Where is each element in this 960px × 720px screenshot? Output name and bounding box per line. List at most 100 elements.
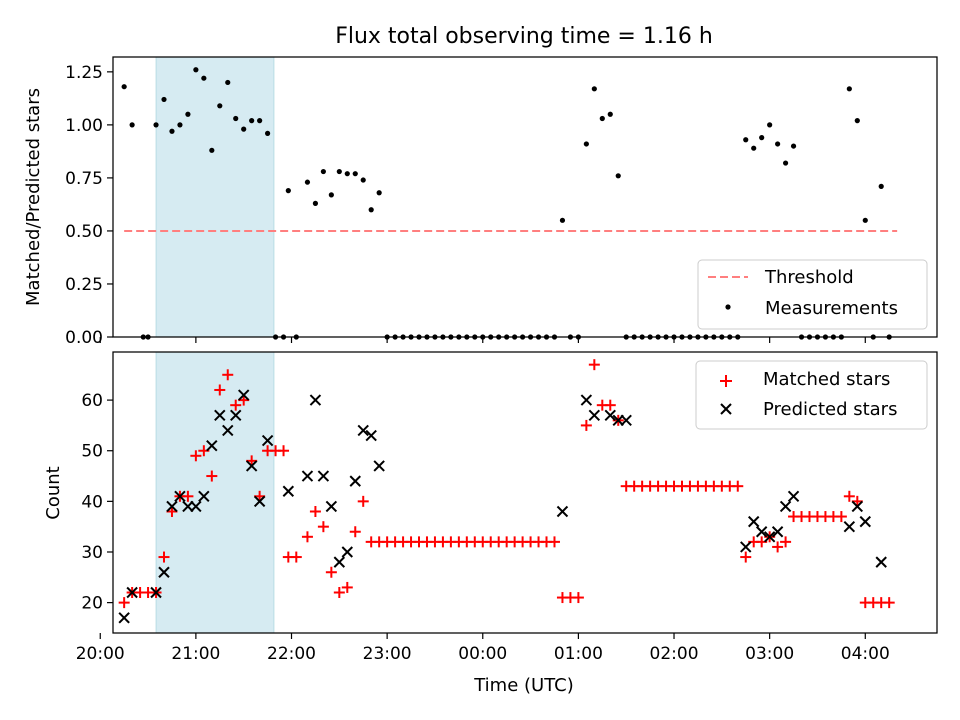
top-x-ticks: [99, 337, 866, 343]
top-ytick-label: 0.25: [65, 275, 103, 295]
predicted-point: [282, 485, 295, 497]
bottom-xtick-label: 22:00: [267, 644, 316, 664]
top-y-axis-label: Matched/Predicted stars: [23, 88, 44, 306]
measurement-point: [217, 103, 223, 109]
predicted-point: [230, 409, 242, 421]
measurement-point: [193, 67, 199, 73]
measurement-point: [846, 86, 852, 92]
measurement-point: [790, 143, 797, 149]
measurement-point: [304, 179, 311, 185]
top-legend: Threshold Measurements: [697, 259, 928, 330]
matched-point: [317, 521, 329, 533]
matched-point: [278, 445, 290, 457]
matched-legend-label: Matched stars: [763, 369, 890, 390]
bottom-xtick-label: 03:00: [745, 644, 794, 664]
measurement-point: [201, 75, 207, 81]
measurement-point: [583, 141, 589, 147]
predicted-point: [118, 612, 130, 624]
measurement-point: [854, 118, 860, 124]
predicted-legend-handle: [720, 403, 732, 415]
bottom-legend: Matched stars Predicted stars: [695, 360, 928, 430]
predicted-point: [851, 500, 864, 513]
measurement-point: [121, 84, 127, 90]
measurement-point: [559, 217, 566, 223]
bottom-xtick-label: 01:00: [554, 644, 603, 664]
predicted-point: [604, 409, 616, 421]
measurement-point: [264, 130, 271, 136]
predicted-point: [222, 424, 234, 437]
matched-point: [118, 597, 130, 609]
matched-point: [190, 450, 202, 462]
matched-point: [548, 536, 560, 548]
predicted-point: [349, 475, 361, 487]
top-ytick-label: 1.25: [65, 63, 103, 83]
matched-point: [572, 592, 584, 604]
matched-point: [230, 399, 242, 411]
measurement-point: [743, 137, 749, 143]
matched-point: [182, 490, 194, 502]
predicted-point: [556, 505, 569, 518]
matched-point: [580, 419, 592, 431]
matched-point: [588, 359, 600, 371]
threshold-legend-label: Threshold: [764, 267, 854, 288]
measurement-point: [775, 141, 781, 147]
predicted-point: [763, 531, 776, 543]
predicted-point: [779, 500, 792, 513]
matched-point: [740, 551, 752, 563]
measurement-point: [177, 122, 183, 128]
measurement-point: [185, 111, 191, 117]
top-plot-frame: [112, 56, 938, 338]
measurement-point: [328, 192, 334, 198]
predicted-legend-label: Predicted stars: [763, 399, 897, 420]
matched-point: [158, 551, 170, 563]
measurement-point: [241, 126, 247, 132]
predicted-point: [158, 566, 170, 578]
measurement-point: [767, 122, 773, 128]
bottom-ytick-label: 30: [81, 543, 103, 563]
predicted-point: [325, 500, 338, 513]
predicted-point: [245, 460, 258, 472]
bottom-ytick-label: 60: [81, 391, 103, 411]
matched-point: [214, 384, 226, 396]
predicted-point: [755, 526, 768, 538]
predicted-point: [771, 526, 784, 538]
measurement-point: [169, 128, 175, 134]
predicted-point: [373, 460, 385, 472]
measurement-point: [615, 173, 621, 179]
predicted-point: [843, 520, 856, 533]
bottom-xtick-label: 02:00: [650, 644, 699, 664]
bottom-plot-frame: [112, 351, 938, 634]
predicted-point: [740, 541, 752, 553]
bottom-highlight-span: [155, 351, 275, 634]
top-legend-box: [697, 259, 928, 330]
predicted-point: [341, 546, 353, 558]
bottom-xtick-label: 20:00: [76, 644, 125, 664]
matched-point: [780, 536, 792, 548]
predicted-point: [365, 429, 377, 442]
bottom-panel: 20 30 40 50 60 20:00 21:00 22:00 23:00 00:00 01:0…: [43, 351, 938, 696]
predicted-point: [787, 490, 800, 503]
measurement-point: [129, 122, 135, 128]
matched-point: [206, 470, 218, 482]
bottom-x-ticks: 20:00 21:00 22:00 23:00 00:00 01:00 02:00 03:00…: [76, 633, 890, 664]
measurement-point: [336, 168, 342, 175]
measurement-point: [225, 79, 231, 86]
bottom-xtick-label: 21:00: [171, 644, 220, 664]
chart-title: Flux total observing time = 1.16 h: [335, 24, 713, 49]
matched-point: [732, 480, 744, 492]
top-ytick-label: 0.50: [65, 222, 103, 242]
bottom-y-axis-label: Count: [43, 466, 64, 519]
predicted-point: [150, 586, 162, 599]
predicted-point: [588, 409, 601, 421]
measurement-point: [360, 177, 366, 183]
predicted-point: [198, 490, 210, 503]
measurement-point: [591, 86, 597, 92]
top-measurements-series: [121, 67, 892, 340]
matched-point: [325, 566, 337, 578]
top-ytick-label: 1.00: [65, 116, 103, 136]
matched-point: [835, 511, 847, 523]
measurement-point: [344, 171, 350, 177]
measurements-legend-label: Measurements: [765, 298, 898, 319]
matched-point: [357, 495, 369, 507]
measurement-point: [161, 96, 167, 103]
